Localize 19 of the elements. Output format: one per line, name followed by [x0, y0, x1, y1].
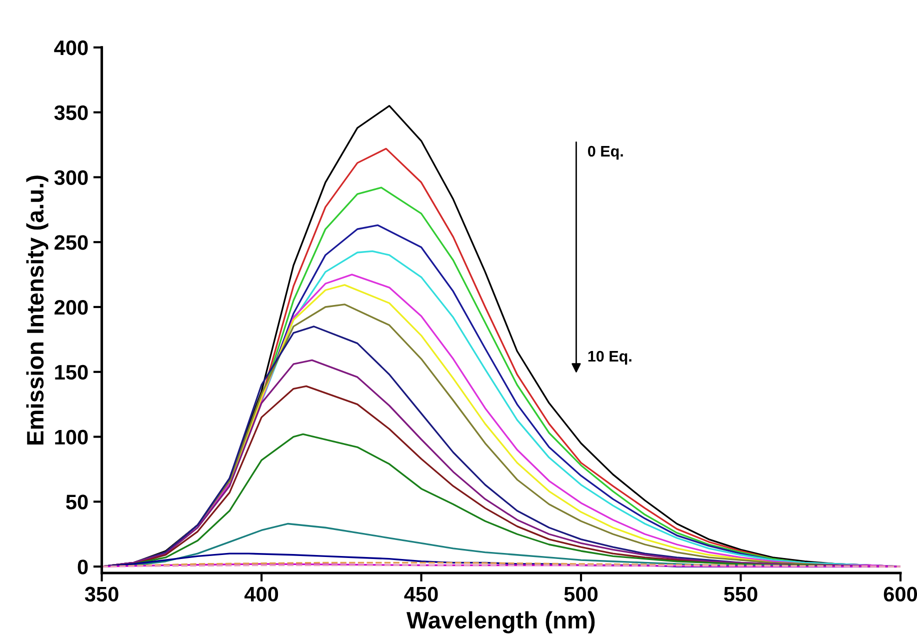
annotation: 0 Eq.	[588, 146, 623, 160]
y-tick-label: 50	[66, 494, 88, 510]
x-tick-label: 400	[244, 586, 278, 602]
y-tick-label: 150	[55, 364, 88, 380]
x-tick-label: 450	[404, 586, 438, 602]
x-tick-label: 350	[84, 586, 118, 602]
y-tick-label: 100	[55, 430, 88, 445]
y-tick-label: 250	[54, 235, 88, 250]
x-tick-label: 600	[884, 586, 917, 602]
x-tick-label: 500	[564, 586, 598, 602]
annotation: 10 Eq.	[588, 350, 632, 365]
y-axis-title: Emission Intensity (a.u.)	[26, 176, 48, 444]
y-tick-label: 350	[54, 105, 88, 120]
x-tick-label: 550	[724, 586, 758, 602]
y-tick-label: 200	[54, 300, 88, 315]
y-tick-label: 300	[54, 170, 88, 185]
y-tick-label: 400	[54, 40, 88, 56]
x-axis-title: Wavelength (nm)	[406, 611, 595, 634]
y-tick-label: 0	[78, 560, 88, 574]
